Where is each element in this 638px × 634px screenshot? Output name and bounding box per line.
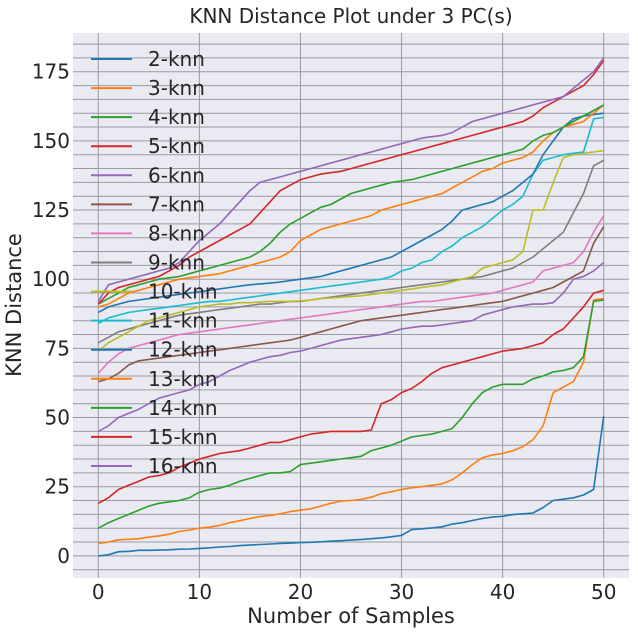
- legend-label-3-knn: 3-knn: [148, 76, 205, 100]
- x-tick-label: 30: [389, 580, 414, 604]
- legend-label-10-knn: 10-knn: [148, 280, 218, 304]
- legend-label-13-knn: 13-knn: [148, 367, 218, 391]
- x-tick-label: 10: [187, 580, 212, 604]
- x-tick-label: 0: [92, 580, 105, 604]
- y-tick-labels: 0 25 50 75 100 125 150 175: [32, 60, 70, 568]
- series-line-13-knn: [98, 104, 605, 308]
- series-line-3-knn: [98, 297, 604, 545]
- series-line-11-knn: [97, 116, 604, 325]
- legend: 2-knn 3-knn 4-knn 5-knn 6-knn 7-knn 8-knn 9-knn…: [91, 47, 218, 478]
- y-tick-label: 100: [32, 267, 70, 291]
- series-line-8-knn: [97, 215, 605, 374]
- chart-title: KNN Distance Plot under 3 PC(s): [189, 4, 512, 28]
- legend-label-9-knn: 9-knn: [148, 250, 205, 274]
- series-line-6-knn: [97, 261, 605, 433]
- series-line-10-knn: [97, 149, 604, 352]
- legend-label-12-knn: 12-knn: [148, 338, 218, 362]
- legend-label-16-knn: 16-knn: [148, 454, 218, 478]
- series-line-9-knn: [97, 159, 605, 344]
- y-axis-label: KNN Distance: [2, 233, 26, 377]
- y-tick-label: 150: [32, 129, 70, 153]
- series-lines: [97, 57, 605, 557]
- legend-label-8-knn: 8-knn: [148, 221, 205, 245]
- x-tick-labels: 0 10 20 30 40 50: [92, 580, 617, 604]
- x-axis-label: Number of Samples: [247, 604, 455, 628]
- y-tick-label: 175: [32, 60, 70, 84]
- series-line-16-knn: [97, 57, 605, 302]
- x-tick-label: 20: [288, 580, 313, 604]
- legend-label-4-knn: 4-knn: [148, 105, 205, 129]
- y-tick-label: 75: [45, 336, 70, 360]
- series-line-14-knn: [97, 104, 605, 305]
- series-line-7-knn: [98, 226, 605, 383]
- x-tick-label: 50: [591, 580, 616, 604]
- series-line-15-knn: [97, 60, 605, 305]
- legend-label-14-knn: 14-knn: [148, 396, 218, 420]
- legend-label-6-knn: 6-knn: [148, 163, 205, 187]
- legend-label-5-knn: 5-knn: [148, 134, 205, 158]
- series-line-5-knn: [97, 289, 604, 505]
- series-line-2-knn: [98, 416, 605, 557]
- y-tick-label: 125: [32, 198, 70, 222]
- legend-label-11-knn: 11-knn: [148, 309, 218, 333]
- legend-label-7-knn: 7-knn: [148, 192, 205, 216]
- x-tick-label: 40: [490, 580, 515, 604]
- grid-lines: [73, 33, 629, 578]
- legend-label-15-knn: 15-knn: [148, 425, 218, 449]
- series-line-12-knn: [97, 112, 604, 314]
- y-tick-label: 50: [45, 406, 70, 430]
- y-tick-label: 0: [57, 544, 70, 568]
- y-tick-label: 25: [45, 475, 70, 499]
- legend-label-2-knn: 2-knn: [148, 47, 205, 71]
- series-line-4-knn: [97, 299, 604, 529]
